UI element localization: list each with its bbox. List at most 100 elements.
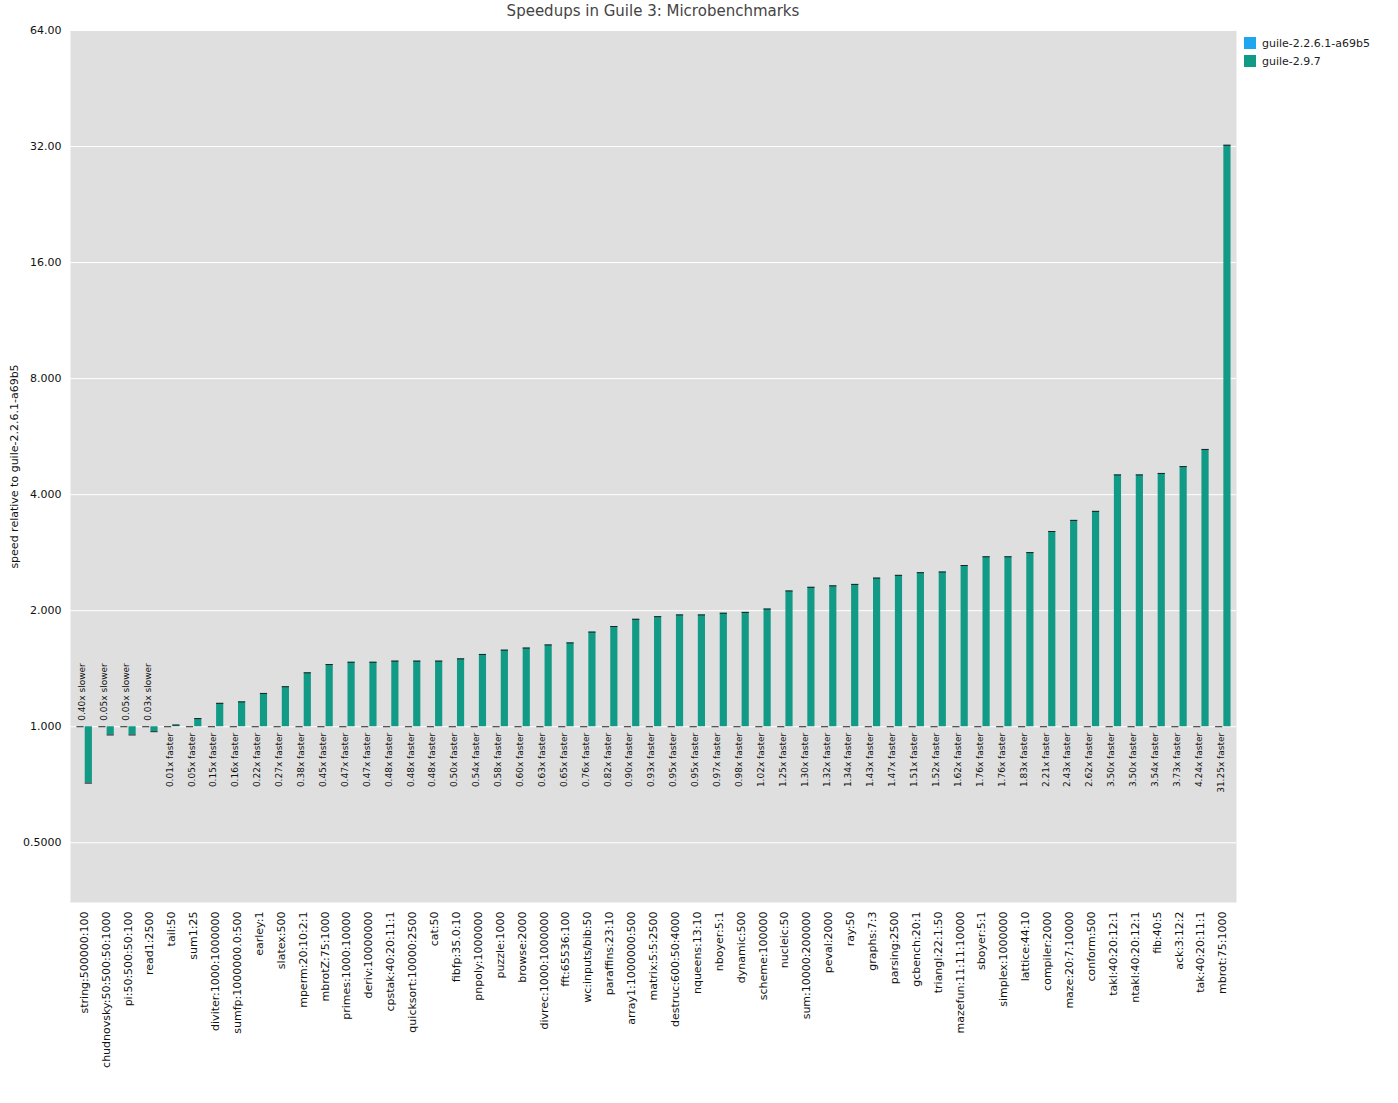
svg-text:deriv:10000000: deriv:10000000 bbox=[362, 912, 375, 999]
svg-text:0.98x faster: 0.98x faster bbox=[734, 732, 744, 787]
svg-text:graphs:7:3: graphs:7:3 bbox=[866, 912, 879, 971]
svg-text:0.45x faster: 0.45x faster bbox=[318, 732, 328, 787]
svg-text:quicksort:10000:2500: quicksort:10000:2500 bbox=[406, 912, 419, 1033]
svg-text:0.22x faster: 0.22x faster bbox=[252, 732, 262, 787]
svg-text:4.000: 4.000 bbox=[30, 488, 62, 501]
svg-text:dynamic:500: dynamic:500 bbox=[735, 912, 748, 984]
svg-text:2.62x faster: 2.62x faster bbox=[1084, 732, 1094, 787]
svg-text:0.63x faster: 0.63x faster bbox=[537, 732, 547, 787]
svg-text:peval:2000: peval:2000 bbox=[822, 912, 835, 974]
svg-text:string:500000:100: string:500000:100 bbox=[78, 912, 91, 1014]
svg-text:1.43x faster: 1.43x faster bbox=[865, 732, 875, 787]
svg-text:nqueens:13:10: nqueens:13:10 bbox=[691, 912, 704, 995]
svg-text:1.000: 1.000 bbox=[30, 720, 62, 733]
svg-text:0.03x slower: 0.03x slower bbox=[143, 663, 153, 721]
svg-text:sboyer:5:1: sboyer:5:1 bbox=[975, 912, 988, 970]
svg-text:0.48x faster: 0.48x faster bbox=[406, 732, 416, 787]
svg-text:2.21x faster: 2.21x faster bbox=[1041, 732, 1051, 787]
svg-text:mperm:20:10:2:1: mperm:20:10:2:1 bbox=[297, 912, 310, 1008]
svg-text:speed relative to guile-2.2.6.: speed relative to guile-2.2.6.1-a69b5 bbox=[8, 364, 21, 568]
svg-text:wc:inputs/bib:50: wc:inputs/bib:50 bbox=[581, 912, 594, 1003]
svg-text:2.000: 2.000 bbox=[30, 604, 62, 617]
svg-text:nboyer:5:1: nboyer:5:1 bbox=[713, 912, 726, 972]
svg-text:sum1:25: sum1:25 bbox=[187, 912, 200, 960]
svg-text:4.24x faster: 4.24x faster bbox=[1194, 732, 1204, 787]
svg-text:gcbench:20:1: gcbench:20:1 bbox=[910, 912, 923, 987]
svg-text:0.50x faster: 0.50x faster bbox=[449, 732, 459, 787]
svg-text:1.51x faster: 1.51x faster bbox=[909, 732, 919, 787]
svg-text:simplex:1000000: simplex:1000000 bbox=[997, 912, 1010, 1007]
svg-text:sum:10000:200000: sum:10000:200000 bbox=[800, 912, 813, 1020]
svg-text:paraffins:23:10: paraffins:23:10 bbox=[603, 912, 616, 996]
svg-text:puzzle:1000: puzzle:1000 bbox=[494, 912, 507, 979]
svg-text:1.76x faster: 1.76x faster bbox=[997, 732, 1007, 787]
svg-text:8.000: 8.000 bbox=[30, 372, 62, 385]
svg-text:0.5000: 0.5000 bbox=[23, 836, 62, 849]
svg-text:16.00: 16.00 bbox=[30, 256, 62, 269]
svg-text:0.40x slower: 0.40x slower bbox=[77, 663, 87, 721]
svg-text:1.34x faster: 1.34x faster bbox=[843, 732, 853, 787]
svg-text:ack:3:12:2: ack:3:12:2 bbox=[1173, 912, 1186, 970]
svg-text:0.05x slower: 0.05x slower bbox=[99, 663, 109, 721]
svg-text:0.38x faster: 0.38x faster bbox=[296, 732, 306, 787]
svg-text:divrec:1000:1000000: divrec:1000:1000000 bbox=[538, 912, 551, 1030]
svg-text:0.60x faster: 0.60x faster bbox=[515, 732, 525, 787]
svg-text:scheme:100000: scheme:100000 bbox=[757, 912, 770, 1001]
svg-text:diviter:1000:1000000: diviter:1000:1000000 bbox=[209, 912, 222, 1031]
svg-text:0.93x faster: 0.93x faster bbox=[646, 732, 656, 787]
svg-text:0.95x faster: 0.95x faster bbox=[668, 732, 678, 787]
svg-text:3.73x faster: 3.73x faster bbox=[1172, 732, 1182, 787]
svg-text:0.97x faster: 0.97x faster bbox=[712, 732, 722, 787]
svg-text:destruc:600:50:4000: destruc:600:50:4000 bbox=[669, 912, 682, 1027]
svg-text:0.27x faster: 0.27x faster bbox=[274, 732, 284, 787]
svg-text:0.05x faster: 0.05x faster bbox=[187, 732, 197, 787]
svg-text:0.48x faster: 0.48x faster bbox=[427, 732, 437, 787]
svg-text:1.25x faster: 1.25x faster bbox=[778, 732, 788, 787]
svg-text:0.90x faster: 0.90x faster bbox=[624, 732, 634, 787]
svg-text:read1:2500: read1:2500 bbox=[143, 912, 156, 975]
svg-text:compiler:2000: compiler:2000 bbox=[1041, 912, 1054, 991]
svg-text:1.30x faster: 1.30x faster bbox=[800, 732, 810, 787]
svg-text:tak:40:20:11:1: tak:40:20:11:1 bbox=[1194, 912, 1207, 993]
svg-text:lattice:44:10: lattice:44:10 bbox=[1019, 912, 1032, 982]
svg-text:parsing:2500: parsing:2500 bbox=[888, 911, 901, 984]
svg-text:pi:50:500:50:100: pi:50:500:50:100 bbox=[121, 912, 134, 1007]
svg-text:tail:50: tail:50 bbox=[165, 912, 178, 947]
svg-text:takl:40:20:12:1: takl:40:20:12:1 bbox=[1107, 912, 1120, 996]
svg-text:0.58x faster: 0.58x faster bbox=[493, 732, 503, 787]
svg-text:fft:65536:100: fft:65536:100 bbox=[559, 912, 572, 987]
svg-text:1.47x faster: 1.47x faster bbox=[887, 732, 897, 787]
svg-text:0.48x faster: 0.48x faster bbox=[384, 732, 394, 787]
svg-text:1.52x faster: 1.52x faster bbox=[931, 732, 941, 787]
svg-text:32.00: 32.00 bbox=[30, 140, 62, 153]
svg-text:browse:2000: browse:2000 bbox=[516, 912, 529, 983]
svg-text:pnpoly:1000000: pnpoly:1000000 bbox=[472, 912, 485, 1001]
svg-text:mbrotZ:75:1000: mbrotZ:75:1000 bbox=[319, 912, 332, 1002]
svg-text:2.43x faster: 2.43x faster bbox=[1062, 732, 1072, 787]
svg-text:maze:20:7:10000: maze:20:7:10000 bbox=[1063, 912, 1076, 1009]
svg-text:fib:40:5: fib:40:5 bbox=[1151, 912, 1164, 954]
svg-text:1.32x faster: 1.32x faster bbox=[822, 732, 832, 787]
svg-text:0.16x faster: 0.16x faster bbox=[230, 732, 240, 787]
svg-text:array1:1000000:500: array1:1000000:500 bbox=[625, 912, 638, 1025]
svg-text:64.00: 64.00 bbox=[30, 24, 62, 37]
svg-text:0.47x faster: 0.47x faster bbox=[362, 732, 372, 787]
svg-text:ray:50: ray:50 bbox=[844, 912, 857, 947]
svg-text:ntakl:40:20:12:1: ntakl:40:20:12:1 bbox=[1129, 912, 1142, 1003]
svg-text:earley:1: earley:1 bbox=[253, 912, 266, 956]
svg-text:0.82x faster: 0.82x faster bbox=[603, 732, 613, 787]
svg-text:nucleic:50: nucleic:50 bbox=[778, 912, 791, 969]
svg-text:matrix:5:5:2500: matrix:5:5:2500 bbox=[647, 912, 660, 1001]
svg-text:1.62x faster: 1.62x faster bbox=[953, 732, 963, 787]
svg-text:slatex:500: slatex:500 bbox=[275, 912, 288, 970]
svg-text:primes:1000:10000: primes:1000:10000 bbox=[340, 912, 353, 1020]
svg-text:0.65x faster: 0.65x faster bbox=[559, 732, 569, 787]
svg-text:0.47x faster: 0.47x faster bbox=[340, 732, 350, 787]
svg-text:triangl:22:1:50: triangl:22:1:50 bbox=[932, 912, 945, 994]
svg-text:chudnovsky:50:500:50:1000: chudnovsky:50:500:50:1000 bbox=[100, 912, 113, 1068]
svg-text:1.76x faster: 1.76x faster bbox=[975, 732, 985, 787]
svg-text:0.01x faster: 0.01x faster bbox=[165, 732, 175, 787]
svg-text:conform:500: conform:500 bbox=[1085, 912, 1098, 982]
svg-text:3.50x faster: 3.50x faster bbox=[1128, 732, 1138, 787]
svg-text:1.83x faster: 1.83x faster bbox=[1019, 732, 1029, 787]
